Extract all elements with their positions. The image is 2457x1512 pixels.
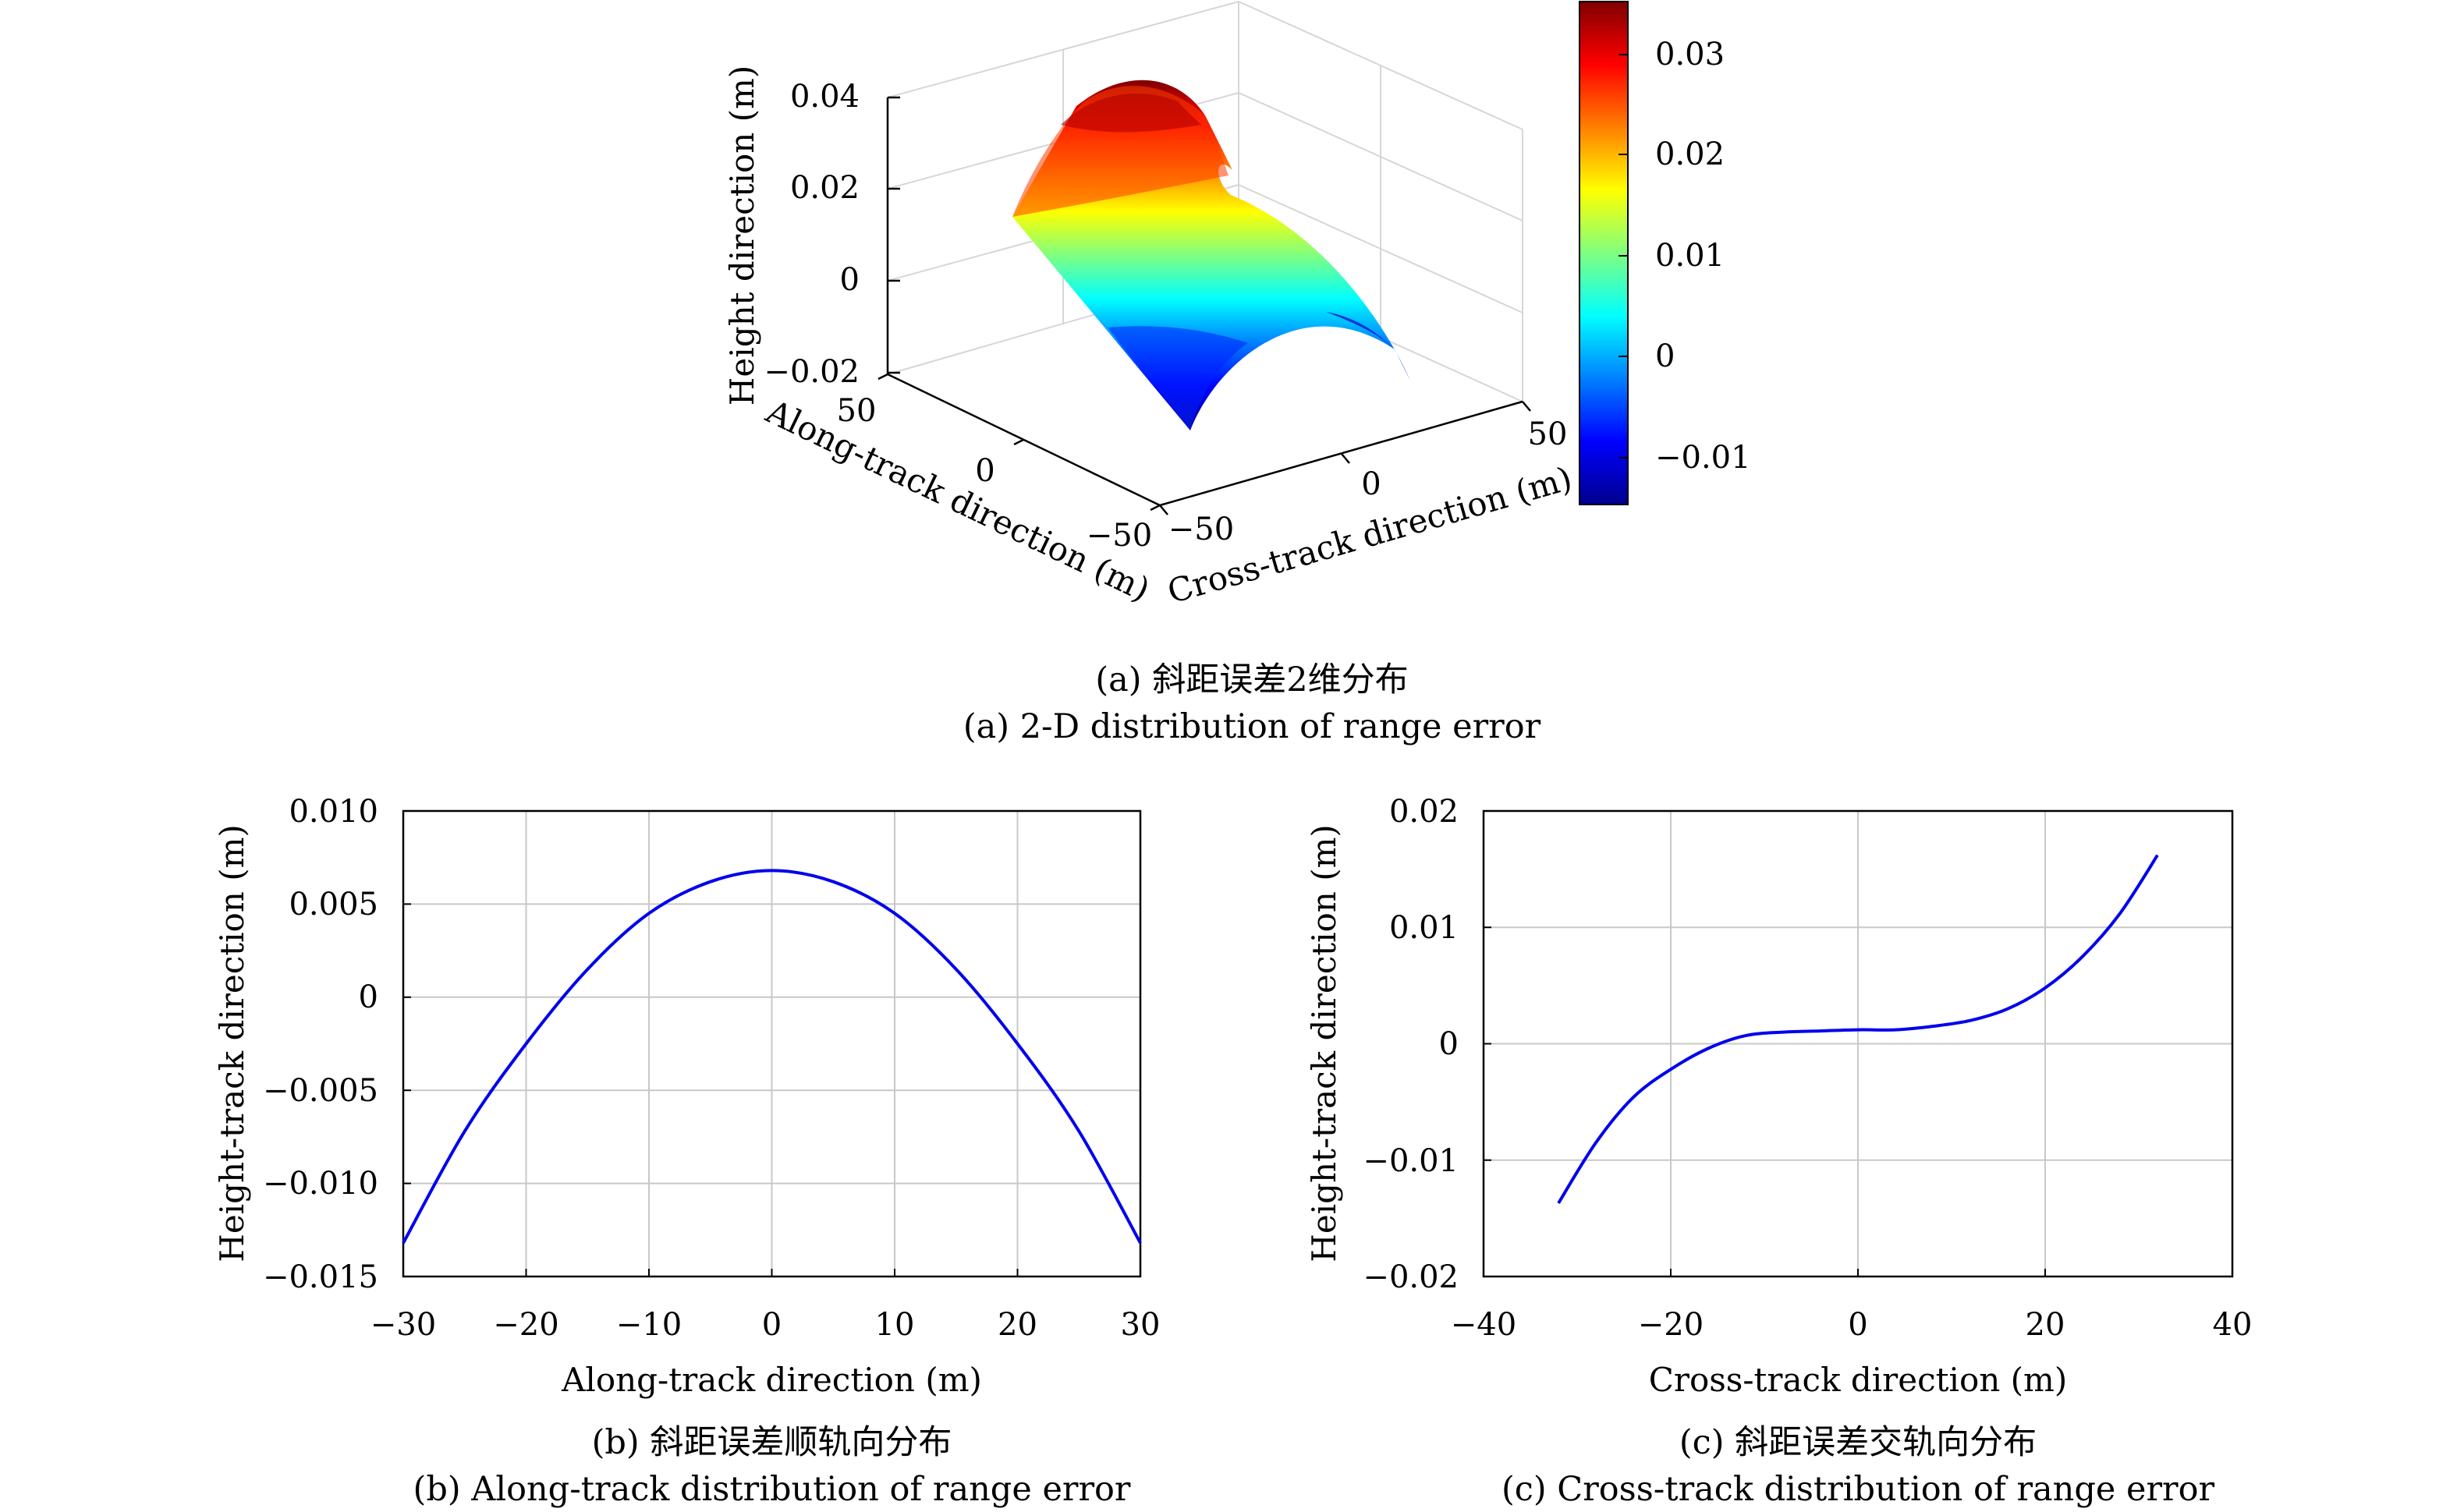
grid-c bbox=[1483, 810, 2233, 1277]
y-axis-label: Height-track direction (m) bbox=[213, 824, 251, 1262]
x-tick-label: 10 bbox=[875, 1307, 915, 1343]
y-tick-label: 50 bbox=[1528, 416, 1568, 452]
series-line bbox=[402, 869, 1142, 1244]
x-tick-label: 50 bbox=[837, 393, 877, 429]
z-tick-label: 0.04 bbox=[790, 79, 860, 115]
y-tick-label: 0.01 bbox=[1389, 910, 1459, 946]
y-tick-label: 0.005 bbox=[289, 887, 378, 922]
x-tick-label: 0 bbox=[975, 453, 994, 489]
series-line bbox=[1557, 854, 2159, 1205]
y-tick-label: −0.005 bbox=[263, 1073, 378, 1109]
x-tick-label: 20 bbox=[998, 1307, 1037, 1343]
y-tick-label: −0.010 bbox=[263, 1166, 378, 1202]
x-axis-label: Cross-track direction (m) bbox=[1649, 1361, 2067, 1399]
x-axis-label: Along-track direction (m) bbox=[561, 1361, 982, 1399]
surface-axes bbox=[886, 97, 1523, 507]
y-tick-label: 0 bbox=[1361, 466, 1381, 502]
y-axis-label: Height-track direction (m) bbox=[1305, 824, 1343, 1262]
y-tick-label: −50 bbox=[1168, 512, 1234, 547]
x-tick-label: −20 bbox=[1638, 1307, 1704, 1343]
colorbar-tick-label: 0.02 bbox=[1655, 136, 1725, 172]
caption-b-zh: (b) 斜距误差顺轨向分布 bbox=[592, 1423, 952, 1462]
x-tick-label: 30 bbox=[1121, 1307, 1161, 1343]
surface-patch bbox=[1012, 80, 1410, 431]
x-tick-label: −20 bbox=[493, 1307, 558, 1343]
x-tick-label: −10 bbox=[616, 1307, 682, 1343]
z-tick-label: −0.02 bbox=[764, 354, 860, 390]
colorbar: 0.03 0.02 0.01 0 −0.01 bbox=[1579, 1, 1751, 505]
along-track-chart: −30 −20 −10 0 10 20 30 0.010 0.005 0 −0.… bbox=[213, 794, 1160, 1509]
colorbar-gradient bbox=[1579, 1, 1629, 505]
z-tick-label: 0 bbox=[840, 262, 860, 298]
caption-c-zh: (c) 斜距误差交轨向分布 bbox=[1679, 1423, 2037, 1462]
y-tick-label: −0.02 bbox=[1363, 1259, 1459, 1295]
x-tick-label: 20 bbox=[2026, 1307, 2065, 1343]
y-tick-label: 0.010 bbox=[289, 794, 378, 830]
x-tick-label: 40 bbox=[2213, 1307, 2253, 1343]
ticks-c bbox=[1483, 810, 2233, 1277]
grid-b bbox=[402, 810, 1141, 1277]
x-tick-label: −40 bbox=[1451, 1307, 1516, 1343]
z-tick-label: 0.02 bbox=[790, 170, 860, 206]
x-tick-label: −30 bbox=[370, 1307, 436, 1343]
colorbar-tick-label: 0.03 bbox=[1655, 37, 1725, 73]
y-tick-label: 0.02 bbox=[1389, 794, 1459, 830]
z-axis-label: Height direction (m) bbox=[723, 66, 761, 405]
x-axis-label: Along-track direction (m) bbox=[760, 392, 1156, 609]
x-tick-label: −50 bbox=[1087, 518, 1152, 554]
caption-a-en: (a) 2-D distribution of range error bbox=[963, 707, 1541, 746]
ticks-b bbox=[402, 810, 1141, 1277]
caption-c-en: (c) Cross-track distribution of range er… bbox=[1502, 1470, 2214, 1509]
x-tick-label: 0 bbox=[1848, 1307, 1867, 1343]
y-tick-label: −0.01 bbox=[1363, 1143, 1459, 1179]
x-tick-label: 0 bbox=[762, 1307, 782, 1343]
colorbar-tick-label: 0 bbox=[1655, 338, 1675, 374]
y-tick-label: −0.015 bbox=[263, 1259, 378, 1295]
colorbar-tick-label: 0.01 bbox=[1655, 238, 1725, 274]
y-tick-label: 0 bbox=[359, 979, 378, 1015]
surface-chart: 0.04 0.02 0 −0.02 50 0 −50 −50 0 50 Heig… bbox=[723, 1, 1751, 746]
y-tick-label: 0 bbox=[1439, 1026, 1459, 1062]
caption-b-en: (b) Along-track distribution of range er… bbox=[413, 1470, 1131, 1509]
cross-track-chart: −40 −20 0 20 40 0.02 0.01 0 −0.01 −0.02 … bbox=[1305, 794, 2252, 1509]
caption-a-zh: (a) 斜距误差2维分布 bbox=[1095, 660, 1408, 699]
colorbar-tick-label: −0.01 bbox=[1655, 440, 1751, 476]
